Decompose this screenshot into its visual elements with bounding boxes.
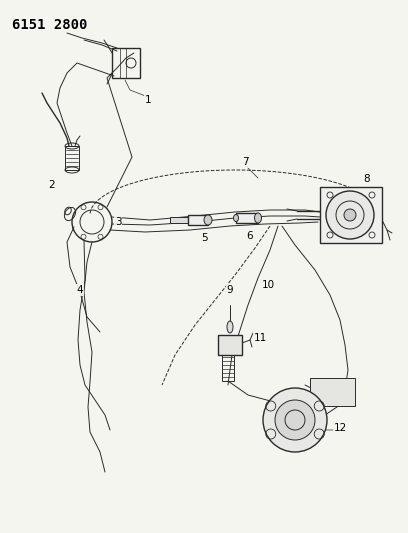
Text: 12: 12 [333, 423, 347, 433]
Ellipse shape [233, 214, 239, 222]
Text: 1: 1 [145, 95, 151, 105]
Polygon shape [170, 217, 188, 223]
Circle shape [275, 400, 315, 440]
Text: 2: 2 [49, 180, 55, 190]
Text: 11: 11 [253, 333, 266, 343]
Text: 9: 9 [227, 285, 233, 295]
Text: 8: 8 [364, 174, 370, 184]
Text: 6151 2800: 6151 2800 [12, 18, 87, 32]
Text: 10: 10 [262, 280, 275, 290]
Text: 4: 4 [77, 285, 83, 295]
Circle shape [344, 209, 356, 221]
Polygon shape [320, 187, 382, 243]
Ellipse shape [204, 215, 212, 225]
Polygon shape [188, 215, 208, 225]
Circle shape [263, 388, 327, 452]
Ellipse shape [255, 213, 262, 223]
Circle shape [326, 191, 374, 239]
Polygon shape [310, 378, 355, 406]
Text: 5: 5 [202, 233, 208, 243]
Polygon shape [218, 335, 242, 355]
Text: 6: 6 [247, 231, 253, 241]
Polygon shape [236, 213, 258, 223]
Text: 7: 7 [242, 157, 248, 167]
Text: 3: 3 [115, 217, 121, 227]
Ellipse shape [227, 321, 233, 333]
